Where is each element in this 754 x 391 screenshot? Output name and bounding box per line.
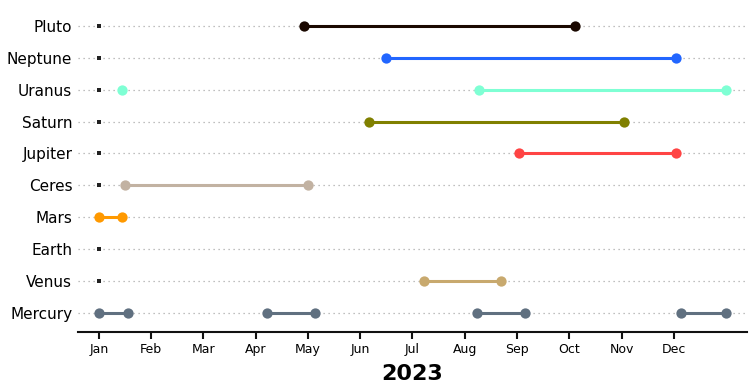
Point: [380, 55, 392, 61]
Point: [119, 182, 131, 188]
Point: [519, 309, 531, 316]
Point: [299, 23, 311, 29]
Point: [513, 150, 525, 156]
Point: [470, 309, 483, 316]
Point: [363, 118, 375, 125]
Point: [93, 214, 105, 220]
Point: [116, 214, 128, 220]
Point: [618, 118, 630, 125]
Point: [670, 55, 682, 61]
Point: [720, 86, 732, 93]
X-axis label: 2023: 2023: [382, 364, 443, 384]
Point: [93, 309, 105, 316]
Point: [309, 309, 321, 316]
Point: [116, 86, 128, 93]
Point: [675, 309, 687, 316]
Point: [474, 86, 486, 93]
Point: [495, 278, 507, 284]
Point: [569, 23, 581, 29]
Point: [261, 309, 273, 316]
Point: [418, 278, 430, 284]
Point: [670, 150, 682, 156]
Point: [121, 309, 133, 316]
Point: [720, 309, 732, 316]
Point: [302, 182, 314, 188]
